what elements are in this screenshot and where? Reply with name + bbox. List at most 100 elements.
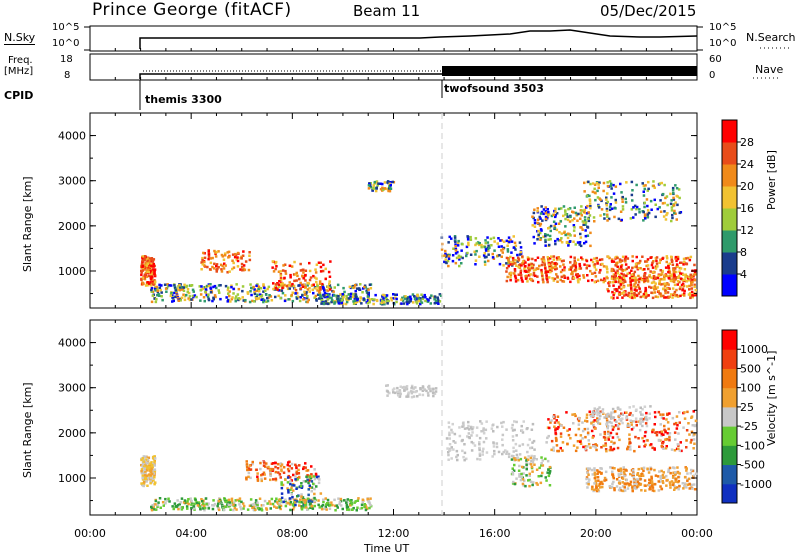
velocity-echo: [245, 460, 248, 463]
power-echo: [544, 240, 547, 244]
velocity-echo: [584, 445, 588, 448]
power-echo: [592, 216, 596, 219]
velocity-echo: [448, 433, 451, 437]
velocity-echo: [290, 497, 293, 501]
velocity-echo: [530, 459, 533, 463]
velocity-echo: [333, 498, 336, 502]
power-echo: [531, 279, 535, 283]
power-echo: [573, 234, 576, 237]
power-echo: [508, 272, 511, 275]
power-echo: [642, 275, 646, 278]
velocity-echo: [629, 480, 633, 484]
power-echo: [183, 295, 187, 298]
velocity-echo: [670, 448, 674, 451]
velocity-echo: [593, 419, 596, 422]
velocity-echo: [434, 387, 438, 390]
power-echo: [681, 287, 685, 290]
power-echo: [532, 272, 536, 275]
power-echo: [610, 277, 614, 280]
power-echo: [611, 281, 614, 284]
velocity-echo: [481, 453, 484, 456]
velocity-echo: [661, 481, 665, 485]
velocity-echo: [205, 502, 208, 506]
velocity-echo: [621, 417, 624, 420]
power-echo: [329, 260, 332, 263]
power-echo: [633, 291, 636, 295]
power-echo: [631, 189, 634, 192]
power-echo: [299, 269, 303, 272]
velocity-echo: [292, 504, 295, 507]
power-echo: [554, 207, 557, 210]
velocity-echo: [502, 450, 505, 454]
power-echo: [652, 275, 656, 278]
colorbar-swatch: [722, 252, 737, 275]
velocity-echo: [531, 460, 535, 464]
power-echo: [560, 241, 564, 244]
power-echo: [236, 293, 240, 296]
power-echo: [459, 255, 463, 259]
power-echo: [199, 289, 202, 292]
power-echo: [483, 256, 487, 259]
power-echo: [659, 273, 663, 277]
power-echo: [663, 296, 666, 299]
power-echo: [143, 263, 146, 267]
velocity-echo: [472, 441, 475, 445]
power-echo: [685, 280, 689, 283]
power-echo: [202, 296, 206, 299]
power-echo: [614, 201, 618, 204]
velocity-echo: [528, 438, 531, 441]
power-echo: [569, 261, 572, 264]
power-echo: [556, 275, 559, 278]
power-echo: [531, 257, 534, 261]
velocity-echo: [668, 412, 671, 415]
power-echo: [595, 182, 599, 185]
power-echo: [574, 264, 577, 267]
power-echo: [563, 276, 566, 279]
power-echo: [420, 301, 424, 304]
velocity-echo: [497, 450, 501, 454]
power-echo: [663, 282, 667, 285]
power-echo: [540, 229, 543, 232]
velocity-echo: [686, 472, 689, 475]
velocity-echo: [604, 470, 608, 474]
power-echo: [502, 264, 505, 267]
power-echo: [544, 210, 548, 213]
power-echo: [630, 294, 633, 297]
velocity-echo: [198, 505, 202, 508]
velocity-echo: [668, 436, 671, 439]
velocity-echo: [421, 393, 425, 397]
velocity-echo: [606, 426, 609, 430]
power-echo: [158, 294, 161, 297]
power-echo: [683, 294, 686, 297]
velocity-echo: [604, 478, 608, 482]
power-echo: [279, 274, 283, 277]
power-echo: [671, 213, 674, 217]
power-echo: [351, 286, 354, 289]
power-echo: [548, 243, 551, 247]
power-echo: [211, 265, 214, 269]
power-echo: [643, 268, 646, 271]
velocity-echo: [610, 421, 613, 425]
power-echo: [332, 290, 335, 293]
power-echo: [166, 285, 170, 288]
power-echo: [656, 276, 659, 280]
power-echo: [621, 208, 625, 211]
velocity-echo: [549, 421, 552, 424]
velocity-echo: [577, 419, 581, 423]
velocity-echo: [480, 430, 483, 433]
power-echo: [520, 278, 524, 282]
velocity-echo: [471, 426, 475, 429]
power-echo: [584, 240, 588, 244]
velocity-echo: [409, 390, 413, 393]
power-echo: [277, 283, 281, 286]
power-echo: [552, 220, 556, 223]
power-echo: [688, 258, 692, 262]
velocity-echo: [590, 422, 593, 425]
power-echo: [672, 198, 676, 201]
power-echo: [556, 237, 559, 241]
colorbar-swatch: [722, 368, 737, 389]
velocity-echo: [599, 467, 602, 470]
frequency-dense-block: [442, 66, 697, 76]
power-echo: [568, 240, 572, 243]
power-echo: [532, 269, 536, 272]
